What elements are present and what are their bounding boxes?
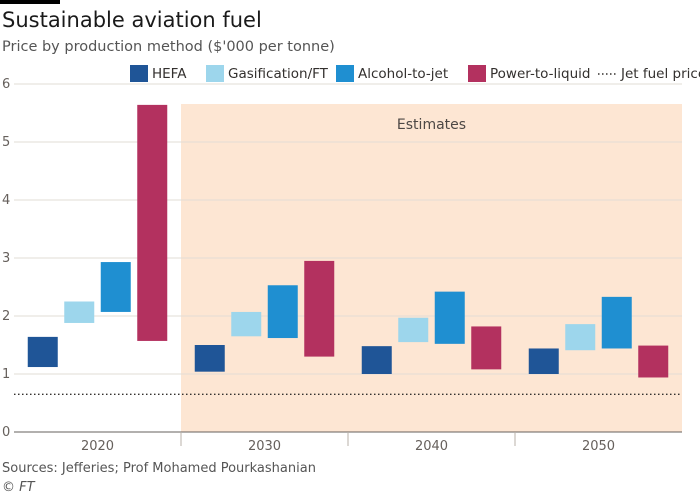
legend-swatch-hefa bbox=[130, 65, 148, 82]
x-tick-label: 2030 bbox=[248, 439, 281, 454]
bar-gasification-ft-2040 bbox=[398, 317, 429, 343]
source-note: Sources: Jefferies; Prof Mohamed Pourkas… bbox=[2, 461, 316, 476]
bar-gasification-ft-2050 bbox=[565, 324, 596, 351]
bar-power-to-liquid-2030 bbox=[304, 260, 335, 357]
chart-title: Sustainable aviation fuel bbox=[2, 8, 262, 32]
bar-gasification-ft-2020 bbox=[64, 301, 95, 323]
bar-hefa-2020 bbox=[27, 336, 58, 368]
bar-alcohol-to-jet-2030 bbox=[267, 285, 298, 339]
legend-label: Gasification/FT bbox=[228, 66, 329, 82]
y-tick-label: 2 bbox=[2, 309, 10, 324]
legend-swatch-alcohol-to-jet bbox=[336, 65, 354, 82]
top-rule bbox=[0, 0, 60, 4]
bar-power-to-liquid-2040 bbox=[471, 326, 502, 370]
legend-label: Power-to-liquid bbox=[490, 66, 590, 82]
legend-label: Alcohol-to-jet bbox=[358, 66, 448, 82]
y-tick-label: 6 bbox=[2, 77, 10, 92]
chart-subtitle: Price by production method ($'000 per to… bbox=[2, 39, 335, 55]
bar-power-to-liquid-2050 bbox=[638, 345, 669, 378]
bar-hefa-2050 bbox=[528, 348, 559, 374]
x-tick-label: 2020 bbox=[81, 439, 114, 454]
legend-label: Jet fuel price bbox=[620, 66, 700, 82]
y-tick-label: 3 bbox=[2, 251, 10, 266]
bar-hefa-2040 bbox=[361, 346, 392, 374]
bar-gasification-ft-2030 bbox=[231, 311, 262, 337]
bar-alcohol-to-jet-2020 bbox=[100, 262, 131, 312]
y-tick-label: 0 bbox=[2, 425, 10, 440]
legend-label: HEFA bbox=[152, 66, 187, 82]
y-tick-label: 1 bbox=[2, 367, 10, 382]
y-tick-label: 4 bbox=[2, 193, 10, 208]
y-tick-label: 5 bbox=[2, 135, 10, 150]
bar-hefa-2030 bbox=[194, 345, 225, 372]
legend-swatch-power-to-liquid bbox=[468, 65, 486, 82]
estimates-label: Estimates bbox=[397, 117, 466, 133]
x-tick-label: 2050 bbox=[582, 439, 615, 454]
x-tick-label: 2040 bbox=[415, 439, 448, 454]
bar-alcohol-to-jet-2040 bbox=[434, 291, 465, 344]
estimates-region bbox=[181, 104, 682, 432]
bar-power-to-liquid-2020 bbox=[137, 104, 168, 341]
legend-swatch-gasification-ft bbox=[206, 65, 224, 82]
bar-alcohol-to-jet-2050 bbox=[601, 296, 632, 349]
credit: © FT bbox=[2, 480, 35, 495]
